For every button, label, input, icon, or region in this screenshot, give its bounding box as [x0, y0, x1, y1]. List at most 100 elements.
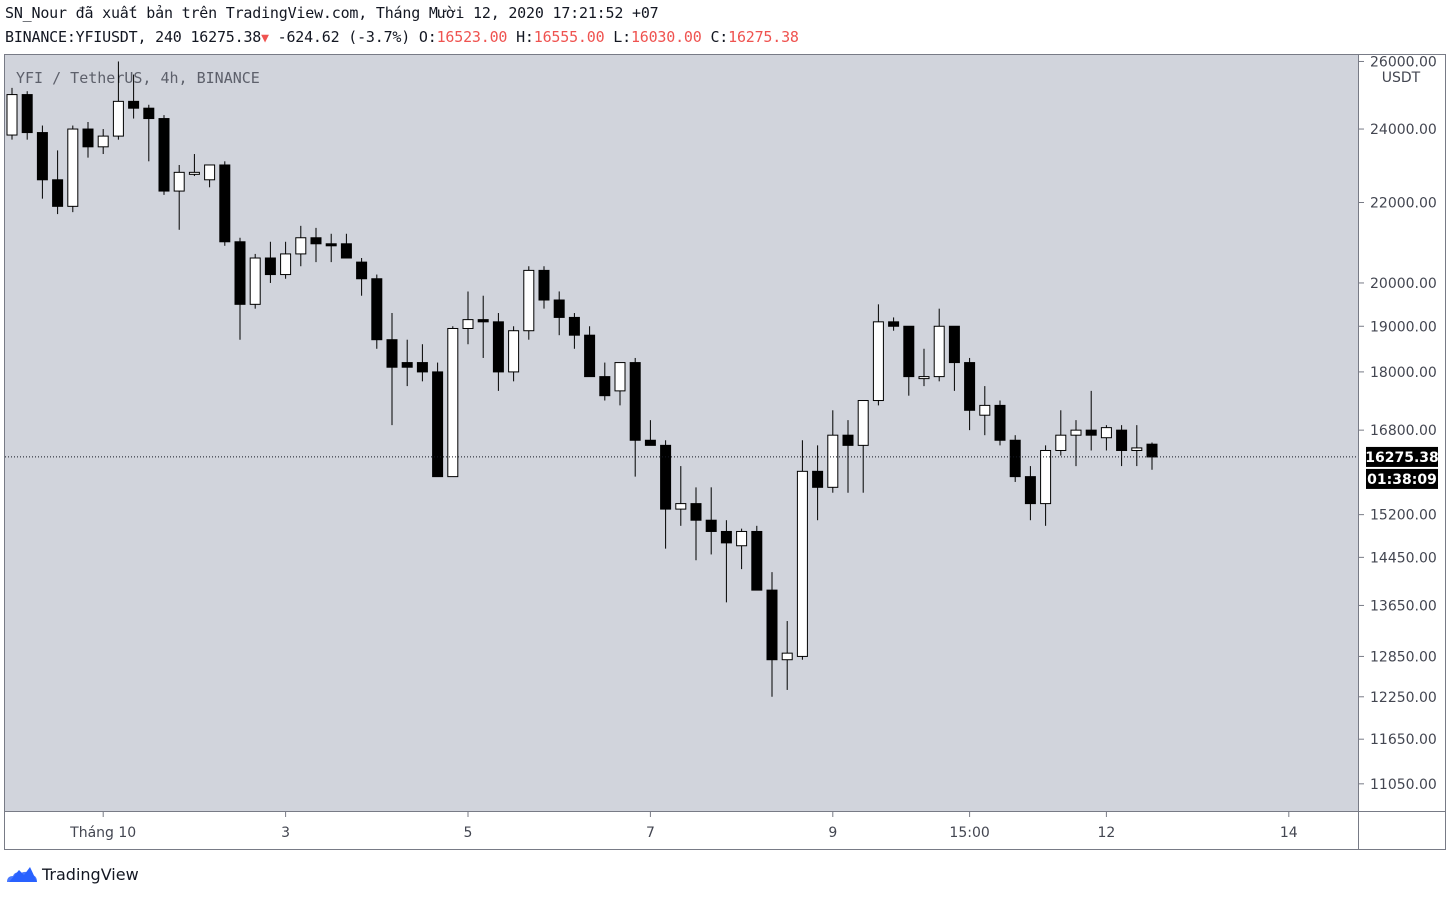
low-value: 16030.00: [630, 28, 702, 46]
candle-body-up: [872, 321, 884, 402]
candle-body-down: [629, 362, 641, 441]
candle-body-up: [781, 652, 793, 661]
candle-body-down: [264, 257, 276, 276]
chart-title: YFI / TetherUS, 4h, BINANCE: [16, 69, 260, 87]
time-tick-label: 12: [1097, 825, 1115, 841]
candle-body-down: [356, 261, 368, 280]
candle-body-up: [112, 100, 124, 137]
price-tick-label: 12850.00: [1370, 649, 1437, 665]
candle-body-up: [67, 128, 79, 207]
candle-body-up: [462, 319, 474, 329]
time-tick-label: 7: [646, 825, 655, 841]
down-arrow-icon: ▼: [261, 31, 269, 46]
candle-body-up: [827, 434, 839, 488]
plot-area[interactable]: [5, 55, 1358, 811]
candle-body-up: [736, 530, 748, 547]
candle-body-up: [675, 503, 687, 510]
candle-body-down: [690, 503, 702, 521]
candle-body-down: [766, 589, 778, 661]
candle-body-down: [36, 132, 48, 181]
candle-body-up: [1070, 429, 1082, 436]
candle-body-down: [310, 237, 322, 245]
close-value: 16275.38: [728, 28, 799, 46]
time-tick-label: 14: [1280, 825, 1298, 841]
candle-body-up: [173, 171, 185, 192]
open-value: 16523.00: [436, 28, 508, 46]
candle-body-down: [1116, 429, 1128, 451]
ohlc-legend: BINANCE:YFIUSDT, 240 16275.38▼ -624.62 (…: [5, 28, 799, 46]
candle-body-up: [249, 257, 261, 305]
candle-body-down: [21, 94, 33, 134]
price-tick-label: 11650.00: [1370, 732, 1437, 748]
candle-body-down: [128, 100, 140, 109]
candle-body-down: [416, 362, 428, 373]
candle-body-down: [705, 519, 717, 532]
time-tick-label: 3: [281, 825, 290, 841]
candle-body-down: [888, 321, 900, 327]
candle-body-up: [1100, 427, 1112, 439]
candle-body-down: [371, 278, 383, 341]
candle-body-down: [1024, 476, 1036, 505]
time-tick-label: 5: [464, 825, 473, 841]
high-value: 16555.00: [533, 28, 605, 46]
candle-body-up: [447, 327, 459, 478]
countdown-label: 01:38:09: [1367, 472, 1437, 488]
candle-body-down: [386, 339, 398, 368]
symbol-label: BINANCE:YFIUSDT, 240: [5, 28, 182, 46]
candle-body-down: [219, 164, 231, 243]
candle-body-down: [553, 299, 565, 318]
candle-body-up: [1040, 449, 1052, 505]
candle-body-down: [143, 107, 155, 120]
tradingview-logo[interactable]: TradingView: [5, 861, 139, 887]
candle-body-down: [158, 118, 170, 192]
candle-body-down: [538, 269, 550, 301]
price-tick-label: 18000.00: [1370, 365, 1437, 381]
chart-frame[interactable]: YFI / TetherUS, 4h, BINANCE 26000.00 2400…: [4, 54, 1446, 850]
candle-body-down: [903, 325, 915, 378]
tradingview-cloud-icon: [7, 867, 37, 882]
candle-body-down: [82, 128, 94, 148]
candles: [6, 61, 1158, 697]
candle-body-down: [720, 530, 732, 544]
price-axis[interactable]: 26000.00 24000.00 22000.00 20000.00 19000.00…: [1358, 55, 1437, 793]
candle-body-down: [1146, 443, 1158, 458]
candle-body-down: [842, 434, 854, 446]
candle-body-up: [523, 269, 535, 332]
candle-body-down: [599, 376, 611, 397]
tradingview-wordmark: TradingView: [42, 864, 139, 884]
price-change: -624.62 (-3.7%): [277, 28, 411, 46]
candle-body-up: [796, 470, 808, 657]
candlestick-chart[interactable]: YFI / TetherUS, 4h, BINANCE 26000.00 2400…: [5, 55, 1445, 849]
time-tick-label: Tháng 10: [69, 825, 136, 841]
candle-body-up: [188, 171, 200, 175]
candle-body-down: [477, 319, 489, 323]
candle-body-up: [204, 164, 216, 181]
candle-body-down: [568, 316, 580, 336]
candle-body-up: [1131, 447, 1143, 451]
time-axis[interactable]: Tháng 10 3 5 7 9 15:00 12 14: [69, 811, 1298, 841]
candle-body-down: [751, 530, 763, 591]
high-label: H:: [516, 28, 534, 46]
countdown-tag-bg: [1366, 468, 1438, 489]
price-tick-label: 20000.00: [1370, 276, 1437, 292]
candle-body-down: [660, 444, 672, 510]
candle-body-down: [325, 243, 337, 247]
last-price-tag: 16275.38 01:38:09: [1365, 446, 1439, 489]
candle-body-down: [994, 404, 1006, 441]
candle-body-up: [280, 253, 292, 276]
candle-body-down: [964, 362, 976, 411]
last-price-tag-bg: [1366, 446, 1438, 467]
price-tick-label: 14450.00: [1370, 550, 1437, 566]
candle-body-up: [295, 237, 307, 255]
open-label: O:: [418, 28, 437, 46]
low-label: L:: [613, 28, 631, 46]
price-tick-label: 19000.00: [1370, 319, 1437, 335]
candle-body-down: [1085, 429, 1097, 436]
price-tick-label: 12250.00: [1370, 690, 1437, 706]
last-price: 16275.38: [190, 28, 262, 46]
candle-body-up: [933, 325, 945, 378]
candle-body-down: [948, 325, 960, 364]
price-tick-label: 15200.00: [1370, 508, 1437, 524]
price-tick-label: 11050.00: [1370, 777, 1437, 793]
candle-body-up: [979, 404, 991, 416]
